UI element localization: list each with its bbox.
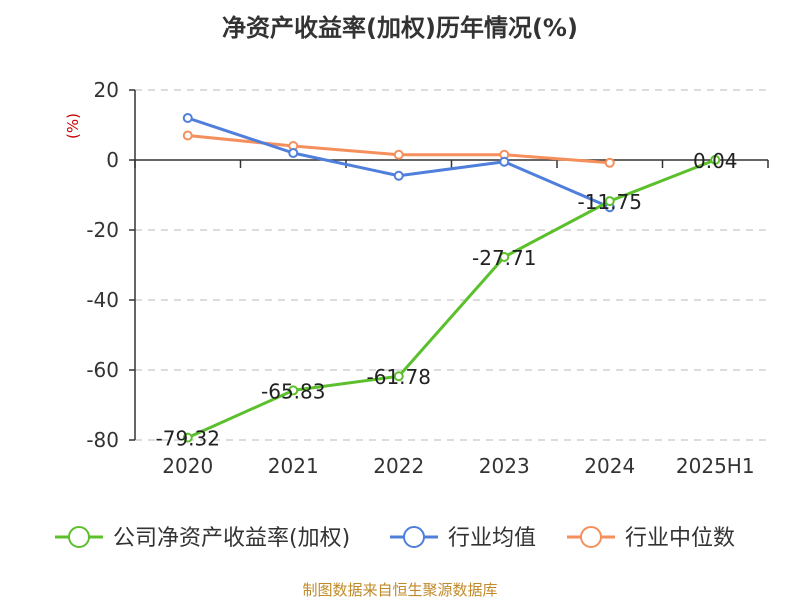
series-lines	[182, 113, 721, 443]
x-tick-label: 2025H1	[676, 454, 755, 478]
data-label: -11.75	[578, 190, 642, 214]
data-label: -79.32	[156, 427, 220, 451]
source-note: 制图数据来自恒生聚源数据库	[302, 581, 498, 599]
x-tick-label: 2024	[584, 454, 635, 478]
y-tick-label: 20	[94, 78, 119, 102]
data-label: -65.83	[261, 379, 325, 403]
x-tick-label: 2021	[268, 454, 319, 478]
data-point	[499, 156, 510, 167]
legend-label: 公司净资产收益率(加权)	[113, 526, 350, 551]
y-axis-unit-label: (%)	[64, 113, 82, 139]
data-label: -61.78	[367, 365, 431, 389]
data-point	[393, 371, 404, 382]
y-tick-label: -20	[86, 218, 119, 242]
y-tick-label: -60	[86, 358, 119, 382]
data-label: 0.04	[693, 149, 738, 173]
legend-label: 行业中位数	[625, 526, 735, 551]
data-point	[182, 432, 193, 443]
data-point	[604, 196, 615, 207]
grid-lines	[135, 89, 768, 441]
data-point	[288, 385, 299, 396]
series-line-1	[187, 116, 611, 209]
y-tick-label: -80	[86, 428, 119, 452]
y-tick-label: 0	[106, 148, 119, 172]
data-point	[288, 148, 299, 158]
legend-marker-icon	[580, 526, 602, 548]
x-tick-label: 2020	[162, 454, 213, 478]
x-tick-label: 2022	[373, 454, 424, 478]
data-point	[182, 130, 193, 141]
legend-item-1[interactable]: 行业均值	[390, 526, 536, 551]
axes: 20 0 -20 -40 -60 -80 2020 2021 2022 2023 2024 2025H…	[64, 78, 769, 478]
legend-item-0[interactable]: 公司净资产收益率(加权)	[55, 526, 350, 551]
chart-title: 净资产收益率(加权)历年情况(%)	[222, 14, 578, 42]
y-tick-label: -40	[86, 288, 119, 312]
x-tick-label: 2023	[479, 454, 530, 478]
legend-item-2[interactable]: 行业中位数	[567, 526, 735, 551]
legend-label: 行业均值	[448, 526, 536, 551]
data-point	[604, 157, 615, 168]
data-point	[393, 149, 404, 160]
data-labels: -79.32 -65.83 -61.78 -27.71 -11.75 0.04	[156, 149, 738, 451]
legend-marker-icon	[403, 526, 425, 548]
data-label: -27.71	[472, 246, 536, 270]
data-point	[499, 251, 510, 262]
legend[interactable]: 公司净资产收益率(加权) 行业均值 行业中位数	[55, 526, 735, 551]
data-point	[393, 170, 404, 181]
data-point	[710, 154, 721, 165]
series-line-0	[187, 158, 716, 439]
data-point	[182, 113, 193, 123]
legend-marker-icon	[68, 526, 90, 548]
